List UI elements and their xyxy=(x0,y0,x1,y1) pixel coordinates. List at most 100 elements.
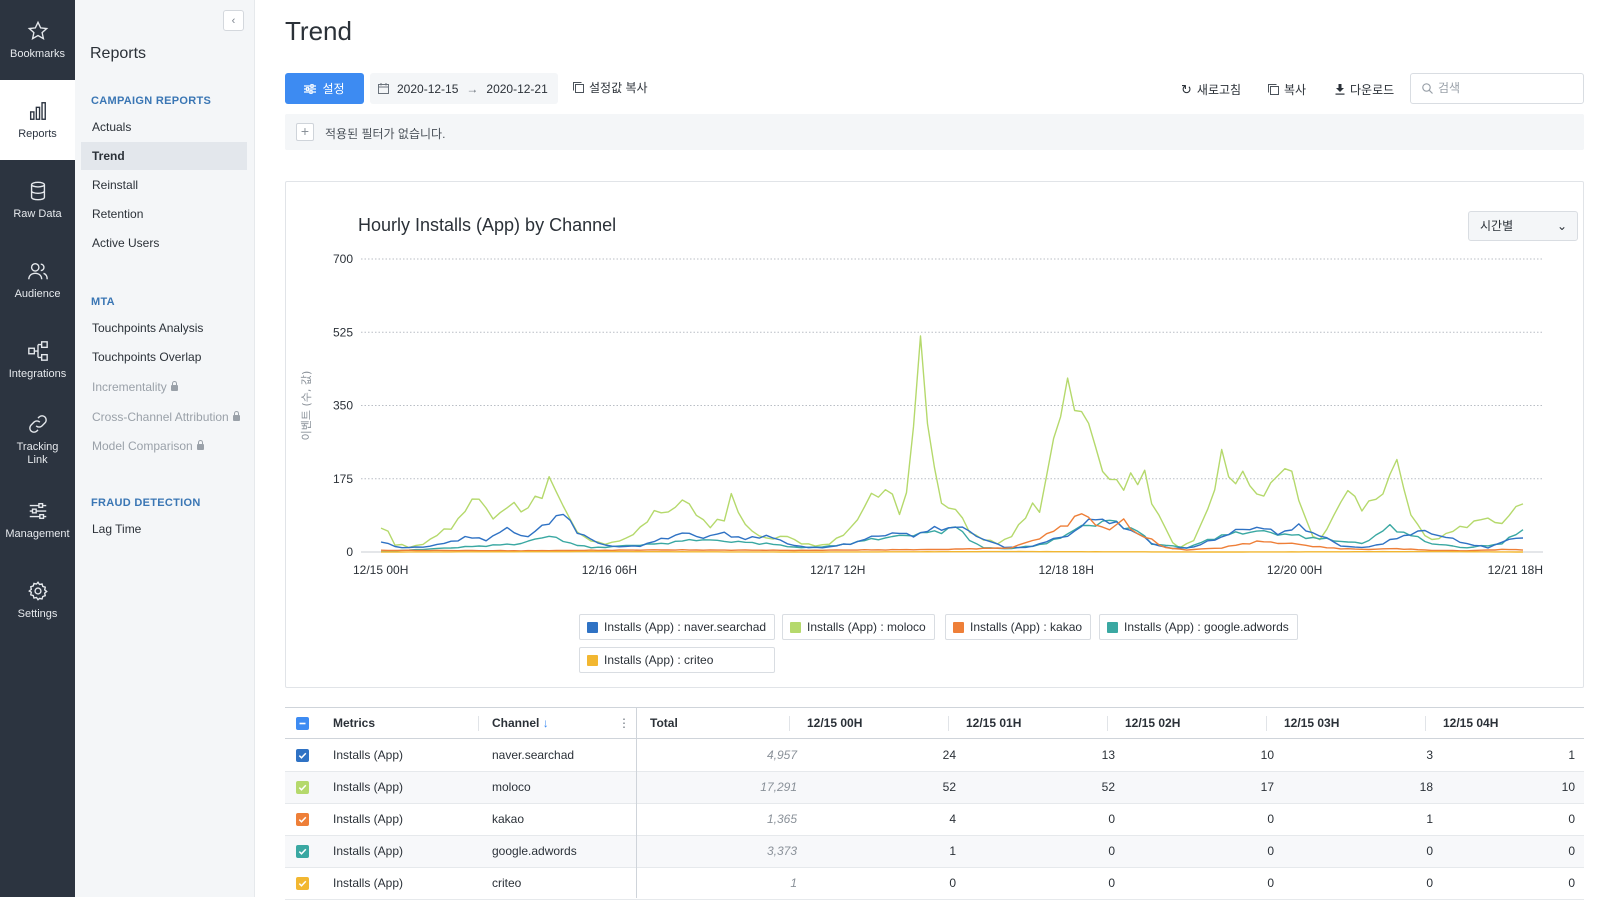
refresh-button[interactable]: ↻ 새로고침 xyxy=(1181,81,1241,98)
cell-channel: google.adwords xyxy=(492,844,577,858)
legend-item[interactable]: Installs (App) : kakao xyxy=(945,614,1092,640)
row-checkbox[interactable] xyxy=(296,749,309,762)
cell-metric: Installs (App) xyxy=(333,844,404,858)
legend-item[interactable]: Installs (App) : moloco xyxy=(782,614,935,640)
integrations-icon xyxy=(27,340,48,361)
rail-item-settings[interactable]: Settings xyxy=(0,560,75,640)
column-header-channel[interactable]: Channel ↓ xyxy=(492,708,549,739)
cell-value: 1 xyxy=(1568,748,1575,762)
collapse-sidebar-button[interactable]: ‹ xyxy=(223,10,244,31)
copy-settings-button[interactable]: 설정값 복사 xyxy=(573,79,648,96)
cell-value: 0 xyxy=(1568,844,1575,858)
sidebar-item-model-comparison[interactable]: Model Comparison xyxy=(81,432,247,460)
column-header-hour[interactable]: 12/15 04H xyxy=(1443,716,1499,730)
cell-value: 0 xyxy=(1108,876,1115,890)
rail-item-reports[interactable]: Reports xyxy=(0,80,75,160)
cell-channel: moloco xyxy=(492,780,531,794)
sidebar-item-actuals[interactable]: Actuals xyxy=(92,120,132,134)
sidebar-item-active-users[interactable]: Active Users xyxy=(92,236,160,250)
rail-item-integrations[interactable]: Integrations xyxy=(0,320,75,400)
cell-value: 0 xyxy=(1568,876,1575,890)
column-header-label: Channel xyxy=(492,716,540,730)
y-tick-label: 0 xyxy=(346,545,353,559)
table-row[interactable]: Installs (App) google.adwords 3,373 1 0 0 0 0 xyxy=(285,836,1584,868)
legend-swatch xyxy=(587,654,598,666)
download-button[interactable]: 다운로드 xyxy=(1335,81,1394,98)
table-row[interactable]: Installs (App) moloco 17,291 52 52 17 18 10 xyxy=(285,772,1584,804)
sidebar-item-cross-channel-attribution[interactable]: Cross-Channel Attribution xyxy=(81,403,247,431)
add-filter-button[interactable]: + xyxy=(296,123,314,141)
bar-chart-icon xyxy=(29,101,46,120)
chart-title: Hourly Installs (App) by Channel xyxy=(358,215,617,235)
line-chart: 0 175 350 525 700 이벤트 (수, 값) 12/15 00H 12/16 06… xyxy=(300,252,1543,577)
sidebar-item-trend[interactable]: Trend xyxy=(81,142,247,170)
row-checkbox[interactable] xyxy=(296,877,309,890)
legend-item[interactable]: Installs (App) : criteo xyxy=(579,647,775,673)
legend-item[interactable]: Installs (App) : naver.searchad xyxy=(579,614,776,640)
legend-swatch xyxy=(790,621,801,633)
rail-item-audience[interactable]: Audience xyxy=(0,240,75,320)
cell-channel: criteo xyxy=(492,876,522,890)
column-menu-icon[interactable]: ⋮ xyxy=(618,716,630,730)
check-icon xyxy=(298,784,307,791)
sidebar-item-touchpoints-analysis[interactable]: Touchpoints Analysis xyxy=(92,321,204,335)
date-range-picker[interactable]: 2020-12-15 → 2020-12-21 xyxy=(370,73,558,104)
series-line xyxy=(380,513,1524,550)
cell-value: 0 xyxy=(949,876,956,890)
column-header-hour[interactable]: 12/15 01H xyxy=(966,716,1022,730)
sidebar-item-touchpoints-overlap[interactable]: Touchpoints Overlap xyxy=(92,350,202,364)
cell-metric: Installs (App) xyxy=(333,812,404,826)
settings-button-label: 설정 xyxy=(322,82,345,96)
cell-value: 4 xyxy=(949,812,956,826)
sidebar-item-label: Model Comparison xyxy=(92,439,193,453)
row-checkbox[interactable] xyxy=(296,781,309,794)
column-header-hour[interactable]: 12/15 00H xyxy=(807,716,863,730)
search-placeholder: 검색 xyxy=(1438,81,1461,95)
legend-swatch xyxy=(953,621,964,633)
y-tick-label: 175 xyxy=(333,472,353,486)
cell-channel: kakao xyxy=(492,812,525,826)
table-row[interactable]: Installs (App) kakao 1,365 4 0 0 1 0 xyxy=(285,804,1584,836)
interval-select[interactable]: 시간별 ⌄ xyxy=(1468,211,1578,241)
legend-item[interactable]: Installs (App) : google.adwords xyxy=(1099,614,1298,640)
copy-button[interactable]: 복사 xyxy=(1268,81,1306,98)
sidebar-item-retention[interactable]: Retention xyxy=(92,207,144,221)
column-header-metrics[interactable]: Metrics xyxy=(333,716,376,730)
cell-value: 0 xyxy=(1426,876,1433,890)
table-row[interactable]: Installs (App) criteo 1 0 0 0 0 0 xyxy=(285,868,1584,900)
table-row[interactable]: Installs (App) naver.searchad 4,957 24 13 10 3… xyxy=(285,740,1584,772)
sidebar-title: Reports xyxy=(90,45,147,62)
cell-value: 0 xyxy=(1108,812,1115,826)
x-tick-label: 12/18 18H xyxy=(1039,563,1094,577)
check-icon xyxy=(298,816,307,823)
calendar-icon xyxy=(378,83,389,94)
search-input[interactable]: 검색 xyxy=(1410,73,1584,104)
rail-item-management[interactable]: Management xyxy=(0,480,75,560)
cell-total: 1,365 xyxy=(766,812,797,826)
lock-icon xyxy=(170,381,178,391)
sidebar-item-reinstall[interactable]: Reinstall xyxy=(92,178,139,192)
cell-value: 52 xyxy=(1101,780,1115,794)
row-checkbox[interactable] xyxy=(296,813,309,826)
column-header-hour[interactable]: 12/15 02H xyxy=(1125,716,1181,730)
download-label: 다운로드 xyxy=(1350,83,1395,97)
sidebar-item-incrementality[interactable]: Incrementality xyxy=(81,373,247,401)
legend-label: Installs (App) : kakao xyxy=(970,620,1083,634)
rail-item-tracking-link[interactable]: Tracking Link xyxy=(0,400,75,480)
settings-button[interactable]: 설정 xyxy=(285,73,364,104)
rail-item-bookmarks[interactable]: Bookmarks xyxy=(0,0,75,80)
gear-icon xyxy=(27,580,48,601)
cell-total: 3,373 xyxy=(766,844,797,858)
minus-icon xyxy=(299,722,306,725)
filter-bar: + 적용된 필터가 없습니다. xyxy=(285,114,1584,150)
series-line xyxy=(380,513,1524,552)
select-all-checkbox[interactable] xyxy=(296,717,309,730)
copy-icon xyxy=(573,82,584,93)
column-header-total[interactable]: Total xyxy=(650,716,678,730)
row-checkbox[interactable] xyxy=(296,845,309,858)
cell-value: 0 xyxy=(1267,812,1274,826)
sidebar-item-lag-time[interactable]: Lag Time xyxy=(92,522,142,536)
column-header-hour[interactable]: 12/15 03H xyxy=(1284,716,1340,730)
cell-value: 18 xyxy=(1419,780,1433,794)
rail-item-raw-data[interactable]: Raw Data xyxy=(0,160,75,240)
